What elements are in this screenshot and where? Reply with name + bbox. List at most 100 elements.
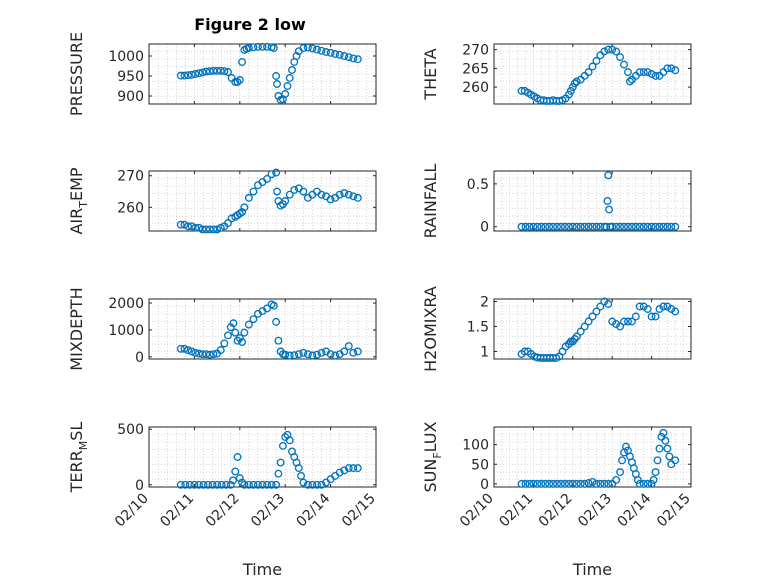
data-point [639,302,648,311]
data-point [349,192,358,201]
data-point [249,315,258,324]
data-point [576,479,585,488]
data-point [353,464,362,473]
subplot-rainfall: 0 0.5 RAINFALL [421,164,692,238]
data-point [308,351,317,360]
data-point [222,480,231,489]
data-point [229,319,238,328]
data-point [176,71,185,80]
data-point [624,222,632,231]
subplot-terr-msl: 0 500 TERRMSL 02/10 02/11 02/12 02/13 02/14 02/1… [67,422,379,579]
data-point [202,225,211,234]
data-point [227,214,236,223]
x-tick-label: 02/13 [575,491,615,531]
data-point [285,74,294,82]
data-point [216,223,225,232]
data-point [184,346,192,355]
data-point [238,208,247,217]
grid-terr-msl [148,427,377,487]
data-point [612,222,621,231]
data-point [227,74,236,82]
data-point [303,480,312,489]
data-point [635,479,644,488]
y-tick-label: 2000 [108,296,144,312]
data-point [627,222,636,231]
data-point [604,45,613,54]
data-point [303,43,312,52]
data-point [620,222,628,231]
data-point [639,222,648,231]
figure-title: Figure 2 low [194,15,306,34]
data-point [616,222,625,231]
data-point [340,347,349,356]
data-point [217,480,226,489]
data-point [667,64,676,73]
data-point [661,436,670,445]
data-point [566,86,575,95]
data-point [541,479,550,488]
y-tick-label: 260 [462,80,489,96]
y-axis-label-theta: THETA [421,48,440,100]
data-point [235,474,244,483]
data-point [564,479,573,488]
data-point [631,312,640,321]
data-point [349,54,358,63]
subplot-air-temp: 260 270 AIRTEMP [67,167,377,235]
data-point [604,171,613,180]
data-point [249,480,258,489]
data-point [649,475,658,484]
y-tick-label: 0 [135,350,144,366]
data-point [220,339,229,348]
data-point [537,479,546,488]
data-point [580,222,589,231]
data-point [349,348,358,357]
data-point [633,475,642,484]
data-point [213,480,222,489]
data-point [671,307,680,316]
data-point [647,479,656,488]
series-h2omixra [517,297,680,362]
data-point [580,322,589,331]
data-point [199,480,208,489]
data-point [187,70,196,79]
y-tick-label: 0 [135,478,144,494]
data-point [643,68,652,77]
data-point [572,332,581,341]
data-point [353,55,362,64]
data-point [620,60,628,69]
data-point [564,90,573,99]
data-point [588,222,597,231]
data-point [560,222,569,231]
subplot-theta: 260 265 270 THETA [421,43,692,105]
data-point [570,79,579,88]
data-point [600,297,609,306]
y-tick-label: 270 [462,43,489,59]
data-point [216,346,225,355]
x-axis-label: Time [242,560,282,579]
data-point [283,82,292,90]
axes-box-air-temp [148,170,377,232]
data-point [335,50,344,59]
data-point [667,222,676,231]
data-point [663,222,672,231]
axes-box-h2omixra [493,298,692,360]
y-tick-label: 0 [480,220,489,236]
data-point [568,222,577,231]
data-point [278,441,287,450]
data-point [533,479,542,488]
y-axis-label-air-temp: AIRTEMP [67,167,90,234]
data-point [631,222,640,231]
data-point [639,68,648,77]
data-point [529,479,538,488]
data-point [525,479,534,488]
data-point [592,222,601,231]
data-point [588,62,597,71]
subplot-pressure: 900 950 1000 PRESSURE [67,32,377,116]
data-point [659,68,668,77]
axes-box-rainfall [493,170,692,232]
data-point [616,468,625,477]
data-point [216,66,225,75]
data-point [624,68,632,77]
data-point [231,328,240,337]
data-point [625,77,634,86]
